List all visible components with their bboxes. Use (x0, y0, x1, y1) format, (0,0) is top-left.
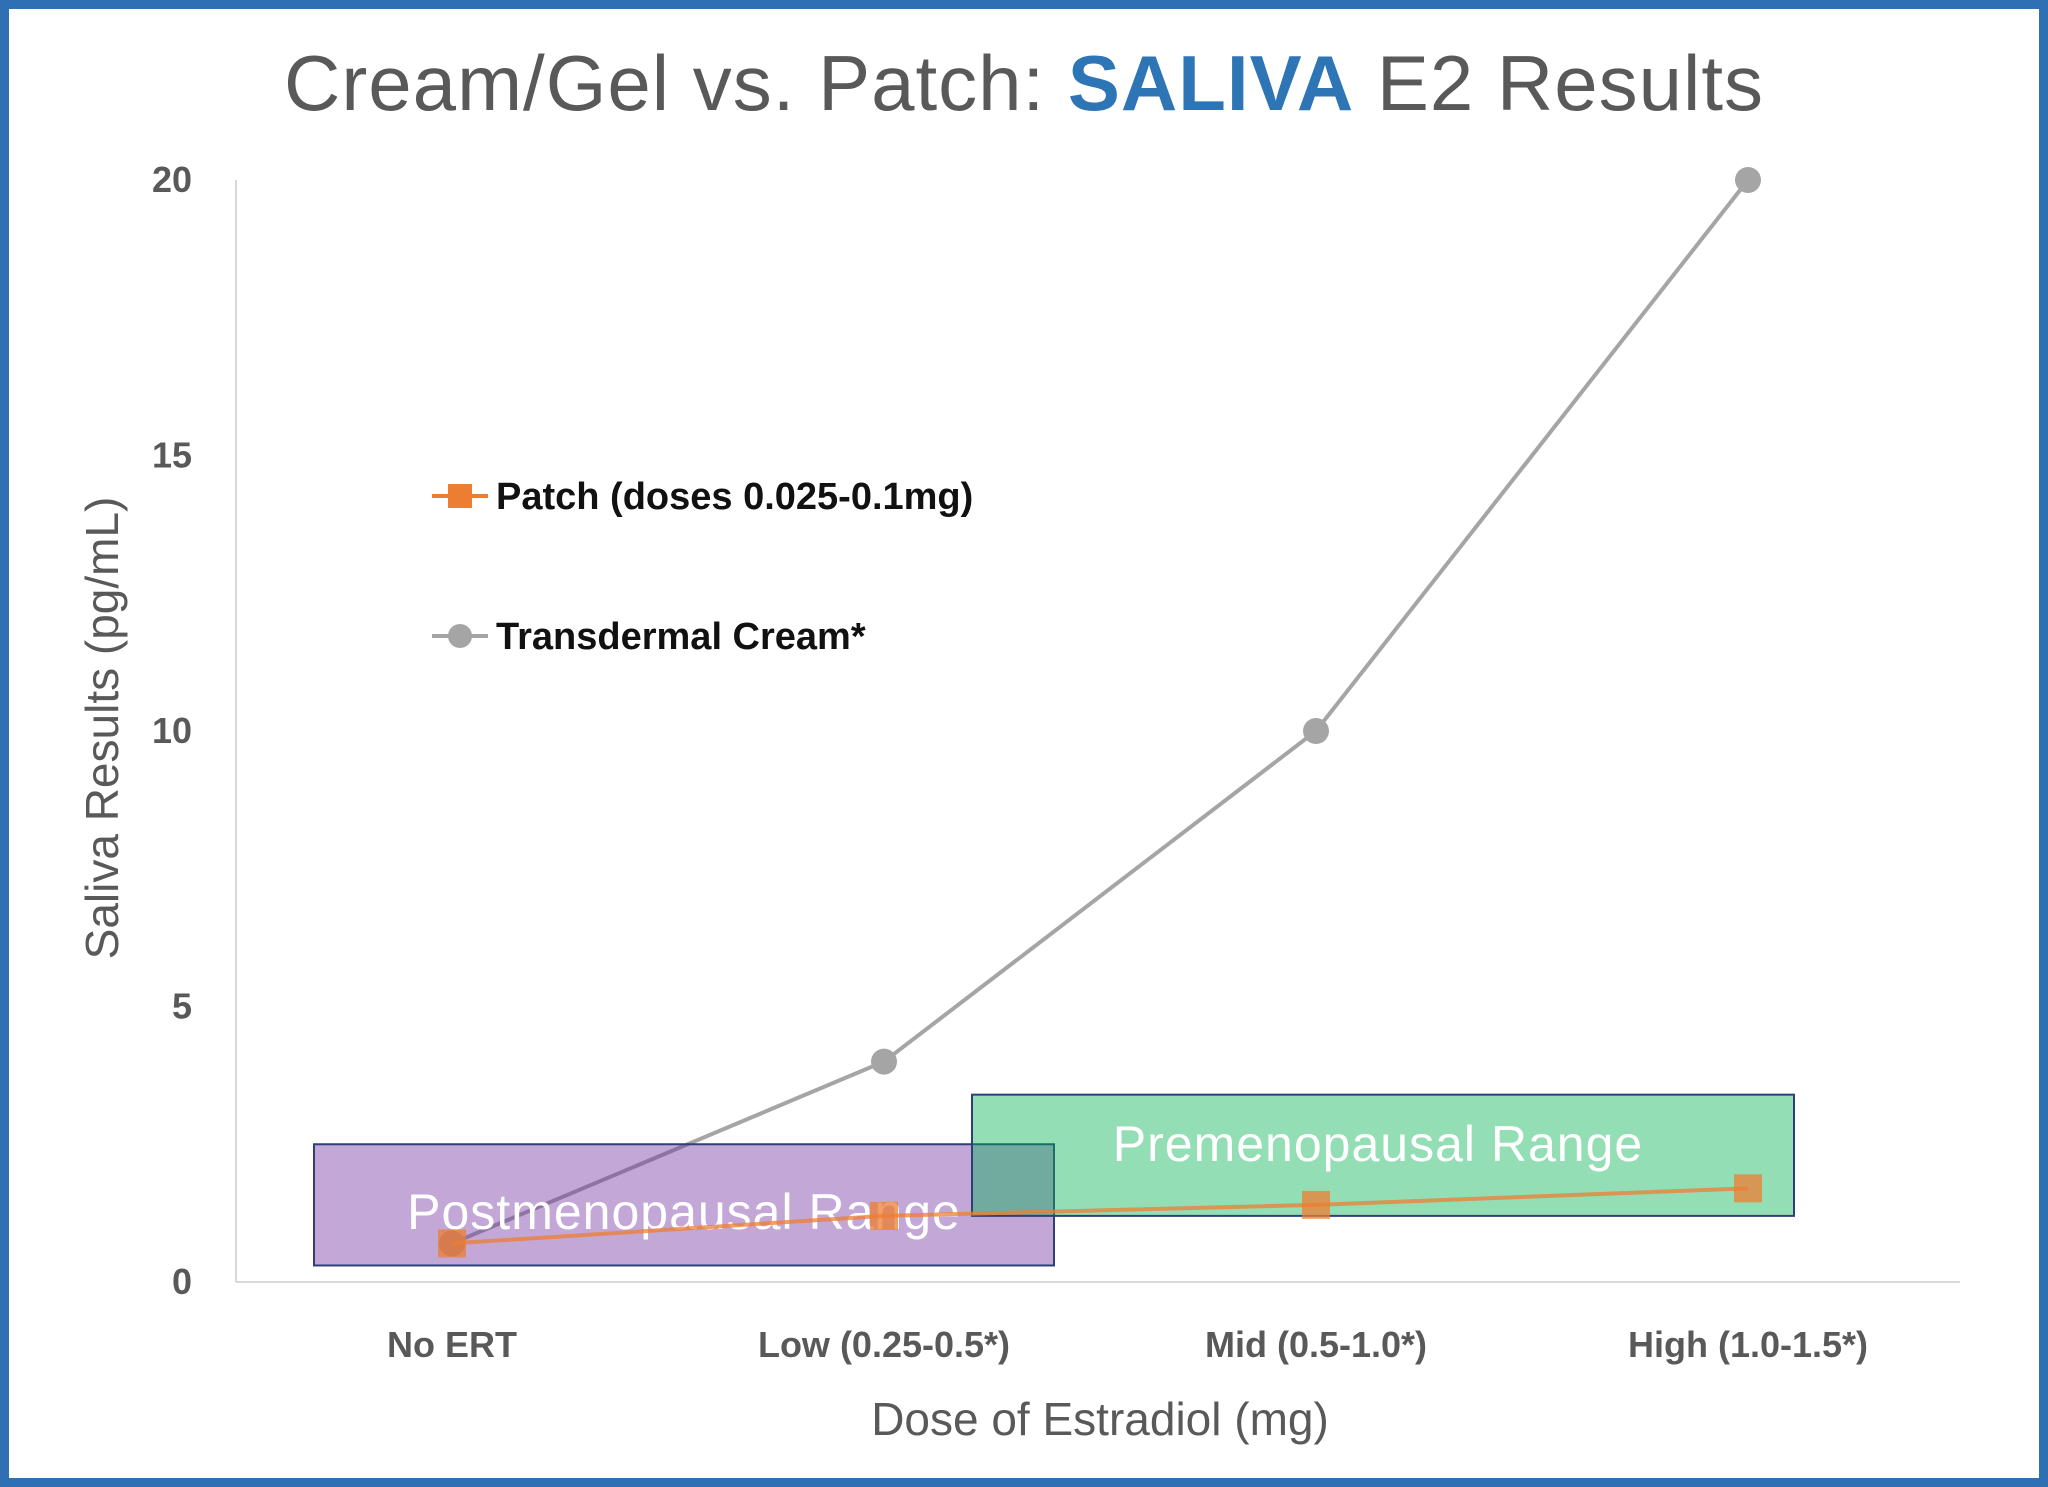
chart-title-highlight: SALIVA (1067, 39, 1355, 127)
y-tick-label: 15 (152, 435, 192, 476)
y-axis-title: Saliva Results (pg/mL) (76, 497, 128, 960)
chart-title-prefix: Cream/Gel vs. Patch: (284, 39, 1068, 127)
x-tick-label: High (1.0-1.5*) (1628, 1324, 1868, 1365)
patch-data-point (438, 1229, 466, 1258)
legend-label: Transdermal Cream* (496, 616, 866, 658)
patch-series-layer (438, 1174, 1762, 1258)
cream-data-point (1735, 167, 1761, 193)
y-tick-label: 20 (152, 159, 192, 200)
x-tick-label: Mid (0.5-1.0*) (1205, 1324, 1427, 1365)
y-tick-label: 10 (152, 710, 192, 751)
axes-layer (235, 180, 1960, 1283)
legend-marker-circle (448, 624, 472, 648)
y-tick-label: 0 (172, 1261, 192, 1302)
range-box (313, 1143, 1055, 1267)
chart-title: Cream/Gel vs. Patch: SALIVA E2 Results (0, 38, 2048, 129)
labels-layer: 0 5 10 15 20 No ERT Low (0.25-0.5*) Mid (0.5-1.… (76, 159, 1868, 1445)
patch-data-point (1302, 1190, 1330, 1219)
legend-layer: Patch (doses 0.025-0.1mg) Transdermal Cre… (432, 476, 973, 658)
range-label: Premenopausal Range (1113, 1116, 1643, 1172)
chart-title-suffix: E2 Results (1354, 39, 1764, 127)
cream-data-point (871, 1048, 897, 1075)
patch-data-point (870, 1201, 898, 1230)
cream-series-line (451, 178, 1750, 1246)
patch-data-point (1734, 1174, 1762, 1203)
x-tick-label: Low (0.25-0.5*) (758, 1324, 1010, 1365)
x-axis-title: Dose of Estradiol (mg) (871, 1393, 1329, 1445)
legend-label: Patch (doses 0.025-0.1mg) (496, 476, 973, 518)
cream-series-layer (439, 167, 1761, 1257)
legend-marker-square (448, 484, 472, 508)
cream-data-point (1303, 718, 1329, 744)
y-tick-label: 5 (172, 986, 192, 1027)
patch-series-line (451, 1186, 1749, 1246)
x-tick-label: No ERT (387, 1324, 517, 1365)
range-box (971, 1093, 1795, 1217)
